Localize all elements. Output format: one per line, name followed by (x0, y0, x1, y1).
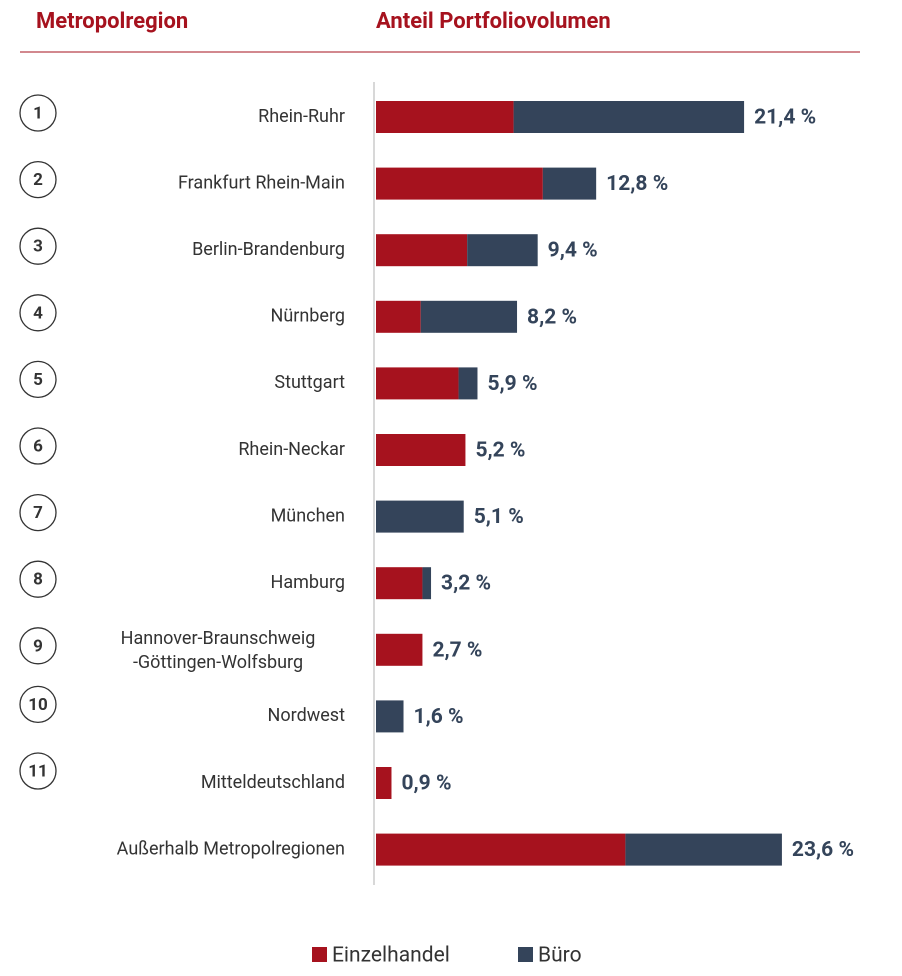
bar-segment (376, 833, 626, 866)
category-label: Rhein-Neckar (238, 439, 345, 460)
bar-segment (422, 567, 432, 600)
rank-badge (19, 160, 57, 199)
rank-number: 5 (33, 370, 43, 390)
rank-number: 7 (33, 503, 43, 523)
total-label: 5,9 % (487, 372, 537, 396)
total-label: 5,2 % (475, 439, 525, 463)
rank-number: 3 (33, 237, 43, 257)
rank-badge (19, 360, 57, 399)
category-label: Hamburg (271, 572, 346, 593)
category-line: Hannover-Braunschweig (121, 628, 316, 649)
legend-swatch (312, 947, 327, 962)
rank-badge (19, 560, 57, 598)
rank-number: 2 (33, 170, 43, 190)
rank-badge (19, 94, 57, 132)
total-label: 21,4 % (754, 106, 816, 130)
rank-number: 1 (33, 103, 43, 123)
rank-badge (19, 685, 57, 724)
total-label: 23,6 % (792, 838, 854, 862)
bar-segment (376, 101, 514, 133)
category-line: -Göttingen-Wolfsburg (133, 652, 303, 673)
total-label: 5,1 % (474, 505, 524, 529)
rank-number: 11 (28, 761, 48, 781)
category-label: Nordwest (268, 705, 346, 726)
total-label: 1,6 % (414, 705, 464, 729)
bar-segment (376, 234, 468, 267)
category-label: Berlin-Brandenburg (192, 239, 345, 260)
bar-segment (420, 300, 518, 333)
bar-segment (467, 234, 538, 267)
rank-number: 4 (33, 303, 43, 323)
bar-segment (513, 101, 745, 133)
legend-label: Büro (538, 944, 582, 968)
bar-segment (458, 367, 478, 400)
bar-segment (542, 167, 597, 200)
bar-segment (376, 367, 459, 400)
total-label: 2,7 % (432, 638, 482, 662)
bar-segment (376, 700, 404, 733)
category-label: Hannover-Braunschweig -Göttingen-Wolfsbur… (121, 628, 316, 673)
category-label: Stuttgart (274, 372, 345, 393)
total-label: 12,8 % (606, 172, 668, 196)
bar-segment (625, 833, 782, 866)
rank-badge (19, 493, 57, 532)
total-label: 0,9 % (401, 772, 451, 796)
category-label: München (271, 505, 345, 526)
bar-segment (376, 434, 466, 466)
legend-label: Einzelhandel (332, 944, 450, 968)
category-label: Rhein-Ruhr (258, 106, 345, 127)
category-label: Nürnberg (271, 306, 346, 327)
category-label: Mitteldeutschland (201, 772, 345, 793)
bar-segment (376, 767, 392, 799)
total-label: 3,2 % (441, 572, 491, 596)
total-label: 8,2 % (527, 305, 577, 329)
bar-segment (376, 500, 464, 533)
category-label: Frankfurt Rhein-Main (178, 172, 345, 193)
bar-segment (376, 300, 421, 333)
category-label: Außerhalb Metropolregionen (117, 838, 345, 859)
total-label: 9,4 % (548, 239, 598, 263)
rank-number: 10 (28, 695, 48, 715)
legend-swatch (518, 947, 533, 962)
column-header: Metropolregion (36, 9, 188, 34)
rank-badge (19, 427, 57, 465)
rank-number: 8 (33, 570, 43, 590)
rank-badge (19, 294, 57, 332)
bar-segment (376, 633, 423, 666)
bar-segment (376, 167, 543, 200)
rank-badge (19, 227, 57, 265)
bar-segment (376, 567, 423, 600)
rank-number: 6 (33, 436, 43, 456)
column-header: Anteil Portfoliovolumen (376, 9, 611, 34)
rank-number: 9 (33, 636, 43, 656)
rank-badge (19, 627, 57, 665)
rank-badge (19, 752, 57, 790)
